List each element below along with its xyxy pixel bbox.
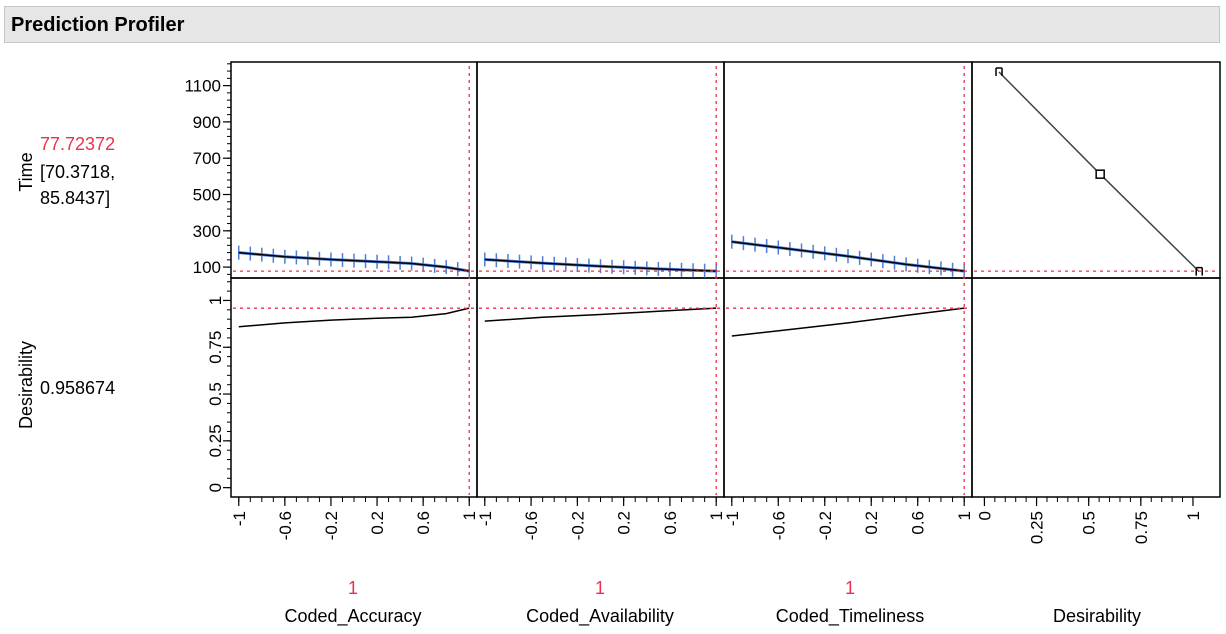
response-value-desirability: 0.958674 <box>40 378 115 398</box>
y-tick-label: 0.25 <box>206 424 225 457</box>
time-profile-curve <box>731 240 965 272</box>
x-tick-label: 1 <box>707 511 726 520</box>
response-label-desirability: Desirability <box>16 341 36 429</box>
desirability-handle-high[interactable] <box>995 67 1003 76</box>
x-tick-label: 0 <box>975 511 994 520</box>
desirability-profile-curve <box>484 307 717 322</box>
x-tick-label: 0.6 <box>909 511 928 535</box>
x-tick-label: 0.6 <box>414 511 433 535</box>
x-tick-label: -0.2 <box>322 511 341 540</box>
x-tick-label: 0.6 <box>661 511 680 535</box>
profile-panel-frame <box>476 277 725 498</box>
x-tick-label: -0.6 <box>276 511 295 540</box>
x-tick-label: -1 <box>476 511 495 526</box>
x-tick-label: -1 <box>230 511 249 526</box>
factor-name-coded-availability: Coded_Availability <box>526 606 674 627</box>
factor-value-coded-timeliness[interactable]: 1 <box>845 578 855 598</box>
profile-panel-frame <box>971 277 1221 498</box>
y-tick-label: 100 <box>193 258 221 277</box>
x-tick-label: 0.5 <box>1080 511 1099 535</box>
response-ci-lower-time: [70.3718, <box>40 162 115 182</box>
x-tick-label: -0.6 <box>522 511 541 540</box>
x-tick-label: -0.6 <box>769 511 788 540</box>
y-tick-label: 500 <box>193 186 221 205</box>
profile-panel-frame <box>723 277 973 498</box>
desirability-handle-low[interactable] <box>1195 266 1203 276</box>
factor-value-coded-availability[interactable]: 1 <box>595 578 605 598</box>
x-tick-label: 0.2 <box>862 511 881 535</box>
panel-title: Prediction Profiler <box>11 14 185 36</box>
x-tick-label: 0.2 <box>368 511 387 535</box>
x-tick-label: 1 <box>955 511 974 520</box>
x-tick-label: 1 <box>460 511 479 520</box>
x-tick-label: 0.25 <box>1028 511 1047 544</box>
factor-value-coded-accuracy[interactable]: 1 <box>348 578 358 598</box>
time-profile-curve <box>484 258 717 272</box>
x-tick-label: -0.2 <box>568 511 587 540</box>
x-tick-label: 0.2 <box>615 511 634 535</box>
response-label-time: Time <box>16 152 36 191</box>
x-tick-label: -1 <box>723 511 742 526</box>
x-tick-label: 0.75 <box>1132 511 1151 544</box>
y-tick-label: 700 <box>193 149 221 168</box>
y-tick-label: 0.5 <box>206 382 225 406</box>
factor-name-coded-accuracy: Coded_Accuracy <box>284 606 421 627</box>
desirability-profile-curve <box>731 307 965 337</box>
y-tick-label: 1 <box>206 296 225 305</box>
y-tick-label: 0.75 <box>206 331 225 364</box>
profile-panel-frame <box>230 61 478 279</box>
desirability-profile-curve <box>238 307 470 328</box>
response-value-time: 77.72372 <box>40 134 115 154</box>
y-tick-label: 900 <box>193 113 221 132</box>
y-tick-label: 1100 <box>184 77 221 96</box>
y-tick-label: 0 <box>206 483 225 492</box>
y-tick-label: 300 <box>193 222 221 241</box>
x-tick-label: 1 <box>1184 511 1203 520</box>
desirability-handle-middle[interactable] <box>1095 169 1105 179</box>
profiler-header[interactable]: Prediction Profiler <box>4 6 1220 43</box>
factor-name-coded-timeliness: Coded_Timeliness <box>776 606 924 627</box>
profile-panel-frame <box>476 61 725 279</box>
x-tick-label: -0.2 <box>816 511 835 540</box>
factor-name-desirability: Desirability <box>1053 606 1141 626</box>
time-profile-curve <box>238 251 470 272</box>
response-ci-upper-time: 85.8437] <box>40 188 110 208</box>
profile-panel-frame <box>230 277 478 498</box>
